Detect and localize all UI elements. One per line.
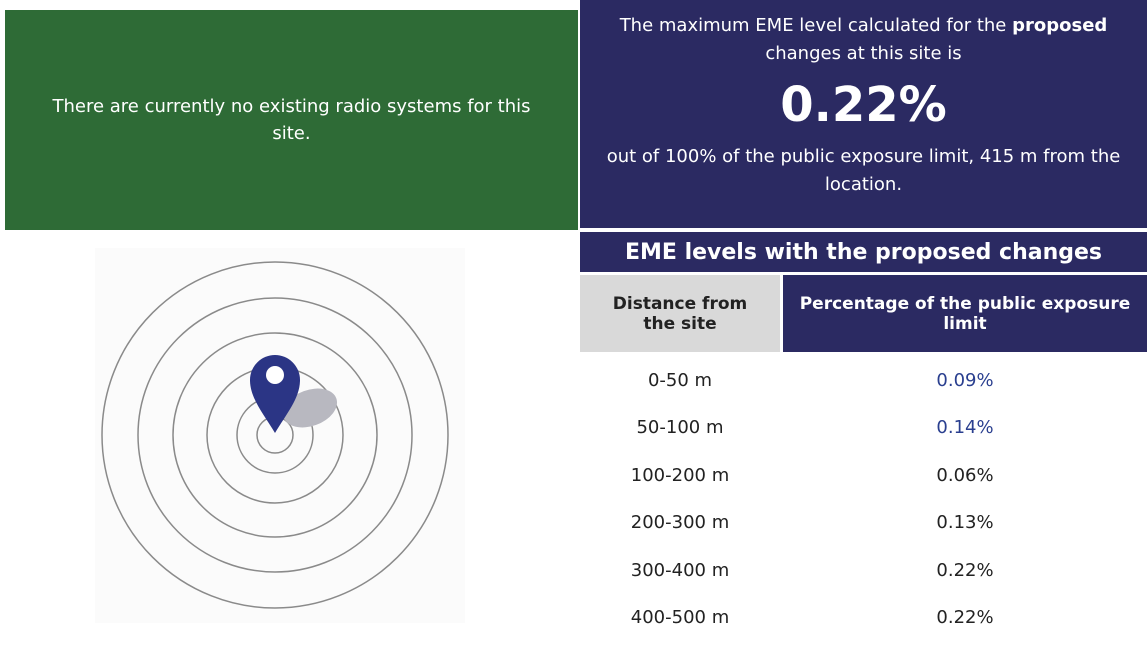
table-cell: 0.22% [936,607,994,628]
site-diagram [95,248,465,623]
table-header: Distance from the site [580,275,780,352]
diagram-bg [95,248,465,623]
proposed-panel: The maximum EME level calculated for the… [580,0,1147,228]
existing-text: There are currently no existing radio sy… [52,96,531,144]
table-cell: 0.06% [936,464,994,486]
intro-text: The maximum EME level calculated for the [619,15,1013,36]
table-cell: 0.13% [936,512,994,533]
table-cell: 300-400 m [630,559,730,581]
proposed-intro: The maximum EME level calculated for the… [600,12,1127,68]
table-title: EME levels with the proposed changes [580,232,1147,272]
table-cell: 200-300 m [630,512,730,533]
pin-shadow [282,388,338,428]
existing-panel: There are currently no existing radio sy… [5,10,578,230]
table-cell: 0.14% [936,417,994,438]
rings [101,261,449,609]
table-cell: 400-500 m [630,607,730,628]
table-cell: 0.22% [936,559,994,581]
pin [250,355,300,433]
intro-text: changes at this site is [765,42,962,64]
table-cell: 0.09% [936,369,994,391]
proposed-value: 0.22% [780,76,947,133]
intro-bold: proposed [1012,15,1108,36]
table-cell: 50-100 m [636,417,724,438]
table-header: Percentage of the public exposure limit [783,275,1147,352]
proposed-outro: out of 100% of the public exposure limit… [606,145,1121,195]
table-cell: 100-200 m [630,464,730,486]
table-cell: 0-50 m [647,369,713,391]
pin-hole [266,366,284,384]
